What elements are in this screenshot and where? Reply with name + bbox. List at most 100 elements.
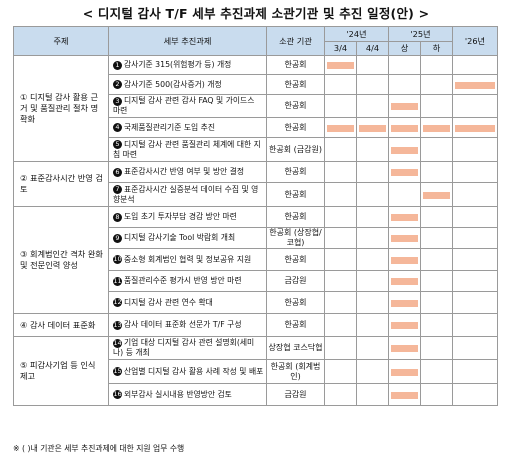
task-cell: 16 외부감사 실시내용 반영방안 검토	[108, 383, 267, 406]
schedule-cell	[420, 182, 453, 207]
task-label: 기업 대상 디지털 감사 관련 설명회(세미나) 등 개최	[113, 338, 255, 357]
schedule-bar	[455, 81, 495, 89]
schedule-cell	[324, 161, 357, 183]
task-label: 디지털 감사 관련 감사 FAQ 및 가이드스 마련	[113, 96, 255, 115]
schedule-cell	[324, 291, 357, 314]
schedule-cell	[388, 74, 421, 95]
schedule-cell	[420, 227, 453, 249]
agency-cell: 한공회	[266, 55, 325, 75]
schedule-cell	[324, 94, 357, 118]
schedule-cell	[420, 94, 453, 118]
schedule-bar	[359, 124, 386, 132]
schedule-cell	[324, 55, 357, 75]
schedule-cell	[356, 206, 389, 228]
schedule-cell	[356, 117, 389, 138]
task-number-badge: 12	[113, 298, 122, 307]
schedule-cell	[420, 383, 453, 406]
header-2026: '26년	[452, 26, 498, 56]
task-label: 디지털 감사 관련 연수 확대	[124, 297, 213, 307]
header-h1-2025: 상	[388, 41, 421, 56]
schedule-cell	[388, 359, 421, 384]
schedule-cell	[324, 182, 357, 207]
schedule-cell	[452, 359, 498, 384]
schedule-bar	[455, 124, 495, 132]
agency-cell: 상장협 코스닥협	[266, 336, 325, 360]
schedule-table: 주제 세부 추진과제 소관 기관 '24년 '25년 '26년 3/4 4/4 …	[13, 26, 498, 406]
task-number-badge: 1	[113, 60, 122, 70]
schedule-cell	[452, 206, 498, 228]
task-cell: 7 표준감사시간 실증분석 데이터 수집 및 영향분석	[108, 182, 267, 207]
task-cell: 11 품질관리수준 평가시 반영 방안 마련	[108, 270, 267, 292]
task-number-badge: 5	[113, 140, 122, 149]
schedule-cell	[324, 248, 357, 271]
schedule-cell	[452, 313, 498, 337]
schedule-cell	[324, 336, 357, 360]
task-label: 디지털 감사 관련 품질관리 체계에 대한 지침 마련	[113, 139, 261, 159]
schedule-cell	[388, 94, 421, 118]
schedule-cell	[452, 291, 498, 314]
schedule-cell	[452, 94, 498, 118]
task-label: 산업별 디지털 감사 활용 사례 작성 및 배포	[124, 366, 264, 376]
schedule-cell	[324, 359, 357, 384]
schedule-cell	[452, 117, 498, 138]
task-cell: 9 디지털 감사기술 Tool 박람회 개최	[108, 227, 267, 249]
task-label: 중소형 회계법인 협력 및 정보공유 지원	[124, 254, 252, 264]
task-label: 외부감사 실시내용 반영방안 검토	[124, 389, 232, 399]
schedule-bar	[327, 124, 354, 132]
schedule-cell	[388, 336, 421, 360]
task-label: 감사 데이터 표준화 선문가 T/F 구성	[124, 320, 242, 329]
agency-cell: 한공회	[266, 313, 325, 337]
schedule-cell	[420, 161, 453, 183]
schedule-cell	[356, 182, 389, 207]
schedule-cell	[324, 313, 357, 337]
task-number-badge: 10	[113, 255, 122, 264]
schedule-bar	[391, 368, 418, 376]
schedule-bar	[391, 124, 418, 132]
schedule-cell	[388, 55, 421, 75]
schedule-cell	[420, 55, 453, 75]
agency-cell: 한공회	[266, 248, 325, 271]
theme-cell: ① 디지털 감사 활용 근거 및 품질관리 절차 명확화	[13, 55, 109, 162]
header-task: 세부 추진과제	[108, 26, 267, 56]
task-label: 디지털 감사기술 Tool 박람회 개최	[124, 233, 236, 242]
schedule-cell	[420, 137, 453, 162]
agency-cell: 금감원	[266, 270, 325, 292]
schedule-cell	[420, 206, 453, 228]
task-cell: 13 감사 데이터 표준화 선문가 T/F 구성	[108, 313, 267, 337]
schedule-cell	[420, 336, 453, 360]
schedule-bar	[391, 256, 418, 264]
table-row: 4 국제품질관리기준 도입 추진 한공회	[14, 117, 498, 138]
task-number-badge: 11	[113, 276, 122, 286]
schedule-cell	[452, 227, 498, 249]
task-label: 감사기준 500(감사증거) 개정	[124, 79, 222, 89]
schedule-bar	[423, 191, 450, 199]
task-label: 품질관리수준 평가시 반영 방안 마련	[124, 276, 242, 285]
header-2024: '24년	[324, 26, 389, 42]
header-theme: 주제	[13, 26, 109, 56]
schedule-cell	[356, 270, 389, 292]
task-number-badge: 6	[113, 167, 122, 177]
schedule-bar	[391, 322, 418, 329]
schedule-cell	[356, 291, 389, 314]
task-label: 표준감사시간 반영 여부 및 방안 결정	[124, 167, 244, 176]
task-cell: 12 디지털 감사 관련 연수 확대	[108, 291, 267, 314]
schedule-cell	[452, 74, 498, 95]
table-row: ⑤ 피감사기업 등 인식 제고 14 기업 대상 디지털 감사 관련 설명회(세미나…	[13, 336, 498, 406]
schedule-cell	[388, 161, 421, 183]
agency-cell: 한공회	[266, 94, 325, 118]
schedule-cell	[356, 383, 389, 406]
header-h2-2025: 하	[420, 41, 453, 56]
schedule-bar	[391, 169, 418, 176]
task-number-badge: 4	[113, 123, 122, 132]
schedule-cell	[452, 161, 498, 183]
table-row: 16 외부감사 실시내용 반영방안 검토 금감원	[14, 383, 498, 406]
schedule-cell	[420, 248, 453, 271]
theme-cell: ⑤ 피감사기업 등 인식 제고	[13, 336, 109, 406]
schedule-bar	[327, 62, 354, 69]
agency-cell: 한공회	[266, 206, 325, 228]
schedule-cell	[452, 137, 498, 162]
table-row: 5 디지털 감사 관련 품질관리 체계에 대한 지침 마련 한공회 (금감원)	[14, 137, 498, 162]
schedule-bar	[391, 299, 418, 307]
schedule-cell	[452, 336, 498, 360]
task-cell: 10 중소형 회계법인 협력 및 정보공유 지원	[108, 248, 267, 271]
